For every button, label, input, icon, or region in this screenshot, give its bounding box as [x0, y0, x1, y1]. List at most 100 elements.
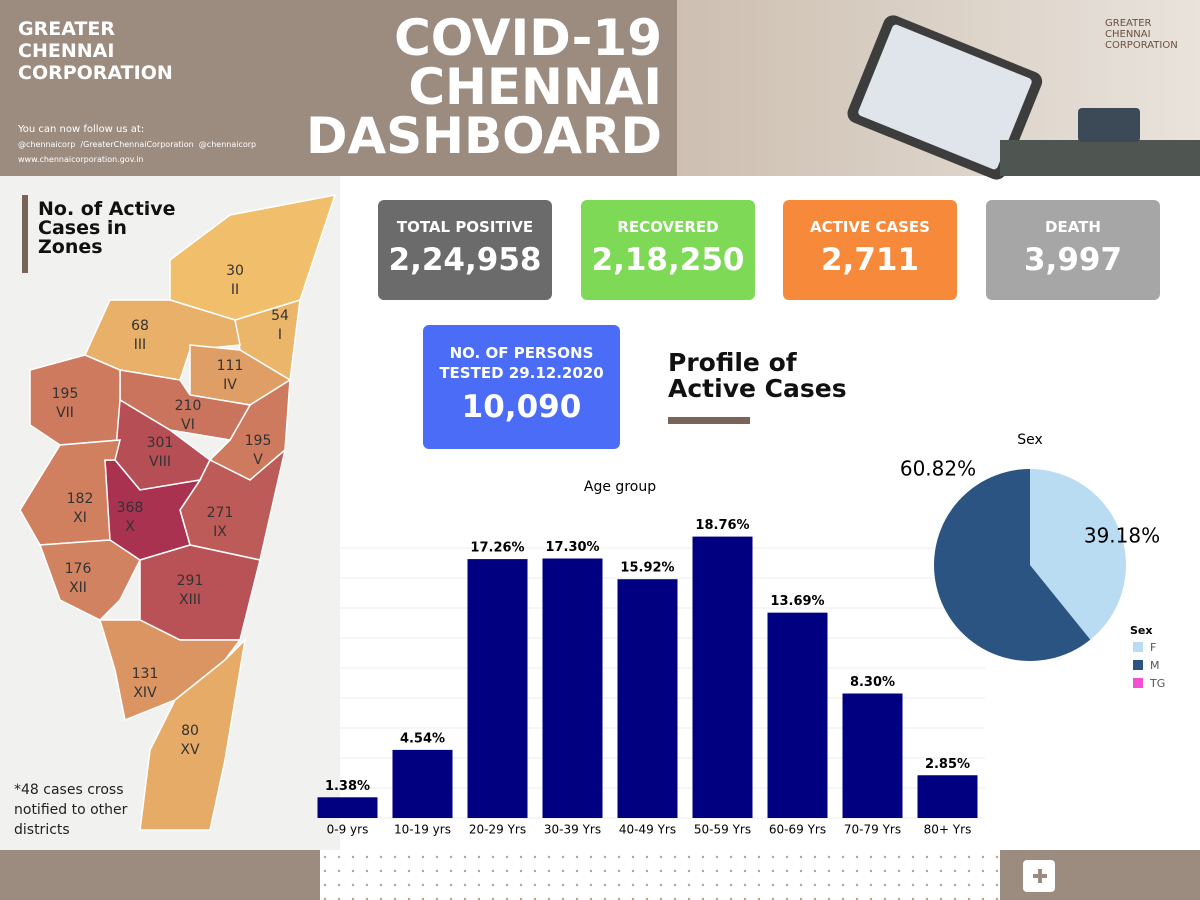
- x-tick-label: 70-79 Yrs: [844, 823, 901, 837]
- data-label: 18.76%: [695, 518, 749, 533]
- instagram: @chennaicorp: [198, 140, 257, 149]
- x-tick-label: 30-39 Yrs: [544, 823, 601, 837]
- logo-line: CORPORATION: [1105, 40, 1178, 51]
- stat-card: NO. OF PERSONS TESTED 29.12.2020 10,090: [423, 325, 620, 449]
- zone-label: XIII: [179, 592, 201, 608]
- zone-label: V: [253, 452, 263, 468]
- data-label: 2.85%: [925, 757, 970, 772]
- bar: [542, 558, 603, 818]
- x-tick-label: 40-49 Yrs: [619, 823, 676, 837]
- zone-value: 80: [181, 723, 199, 739]
- title-line: COVID-19: [394, 9, 662, 67]
- bar: [467, 559, 528, 818]
- legend-swatch: [1133, 642, 1143, 652]
- zone-value: 182: [67, 491, 94, 507]
- zone-label: III: [134, 337, 146, 353]
- zone-value: 131: [132, 666, 159, 682]
- logo-line: CHENNAI: [1105, 29, 1151, 40]
- x-tick-label: 20-29 Yrs: [469, 823, 526, 837]
- zone-value: 271: [207, 505, 234, 521]
- bar: [617, 579, 678, 818]
- data-label: 39.18%: [1084, 524, 1160, 548]
- main-title: COVID-19 CHENNAI DASHBOARD: [300, 9, 662, 161]
- zone: [139, 637, 247, 831]
- zone-label: X: [125, 519, 135, 535]
- map-note: *48 cases cross notified to other distri…: [14, 782, 128, 838]
- bar: [392, 749, 453, 818]
- update-plus: [1033, 869, 1047, 883]
- zone-label: XIV: [133, 685, 157, 701]
- pie-slice: [934, 469, 1091, 661]
- legend-swatch: [1133, 660, 1143, 670]
- data-label: 15.92%: [620, 561, 674, 576]
- card-label: ACTIVE CASES: [810, 218, 930, 236]
- zone-value: 195: [245, 433, 272, 449]
- legend-label: M: [1150, 659, 1160, 672]
- map-title: No. of Active Cases in Zones: [38, 198, 176, 258]
- card-value: 2,24,958: [388, 242, 542, 278]
- zone-label: I: [278, 327, 282, 343]
- website: www.chennaicorporation.gov.in: [18, 155, 144, 164]
- card-value: 2,711: [820, 242, 920, 278]
- logo-line: GREATER: [1105, 18, 1152, 29]
- profile-bar: [668, 417, 750, 424]
- footer-left: [0, 850, 320, 900]
- book: [1000, 140, 1200, 176]
- stat-card: DEATH 3,997: [986, 200, 1160, 300]
- card-value: 10,090: [461, 389, 582, 425]
- card-value: 2,18,250: [591, 242, 745, 278]
- bar: [692, 536, 753, 818]
- stat-card: TOTAL POSITIVE 2,24,958: [378, 200, 552, 300]
- twitter: @chennaicorp: [18, 140, 76, 149]
- data-label: 13.69%: [770, 594, 824, 609]
- bar: [317, 797, 378, 818]
- stat-card: ACTIVE CASES 2,711: [783, 200, 957, 300]
- card-label: RECOVERED: [617, 218, 719, 236]
- social-row: @chennaicorp /GreaterChennaiCorporation …: [18, 137, 256, 152]
- facebook: /GreaterChennaiCorporation: [80, 140, 194, 149]
- zone-value: 176: [65, 561, 92, 577]
- zone-label: VII: [56, 405, 74, 421]
- zone-label: VI: [181, 417, 195, 433]
- legend-label: F: [1150, 641, 1156, 654]
- card-value: 3,997: [1023, 242, 1123, 278]
- header-band: [0, 0, 677, 176]
- data-label: 1.38%: [325, 779, 370, 794]
- zone-value: 195: [52, 386, 79, 402]
- x-tick-label: 80+ Yrs: [924, 823, 972, 837]
- logo-text: GREATER CHENNAI CORPORATION: [1105, 18, 1178, 51]
- profile-title: Profile of Active Cases: [668, 348, 847, 403]
- follow: You can now follow us at:: [18, 124, 145, 135]
- org-name: GREATER CHENNAI CORPORATION: [18, 18, 173, 84]
- pie-slice: [1030, 468, 1127, 640]
- zone: [19, 439, 121, 546]
- zone-value: 30: [226, 263, 244, 279]
- zone: [38, 539, 141, 621]
- card-label: NO. OF PERSONS TESTED 29.12.2020: [439, 344, 604, 382]
- chart-title: Sex: [1017, 432, 1043, 448]
- x-tick-label: 0-9 yrs: [327, 823, 369, 837]
- legend-label: TG: [1149, 677, 1165, 690]
- zone-label: XV: [180, 742, 200, 758]
- data-label: 17.26%: [470, 541, 524, 556]
- legend-swatch: [1133, 678, 1143, 688]
- zone-value: 291: [177, 573, 204, 589]
- x-tick-label: 10-19 yrs: [394, 823, 451, 837]
- data-label: 60.82%: [900, 457, 976, 481]
- org-line: CORPORATION: [18, 62, 173, 84]
- zone-label: IX: [213, 524, 227, 540]
- zone-value: 210: [175, 398, 202, 414]
- bar: [842, 693, 903, 818]
- data-label: 8.30%: [850, 675, 895, 690]
- pot: [1078, 108, 1140, 142]
- zone-value: 54: [271, 308, 289, 324]
- bar: [917, 775, 978, 818]
- card-label: DEATH: [1045, 218, 1101, 236]
- zone-label: II: [231, 282, 239, 298]
- card-label: TOTAL POSITIVE: [396, 218, 534, 236]
- footer-dots: [320, 850, 1000, 900]
- data-label: 4.54%: [400, 731, 445, 746]
- zone-label: XI: [73, 510, 87, 526]
